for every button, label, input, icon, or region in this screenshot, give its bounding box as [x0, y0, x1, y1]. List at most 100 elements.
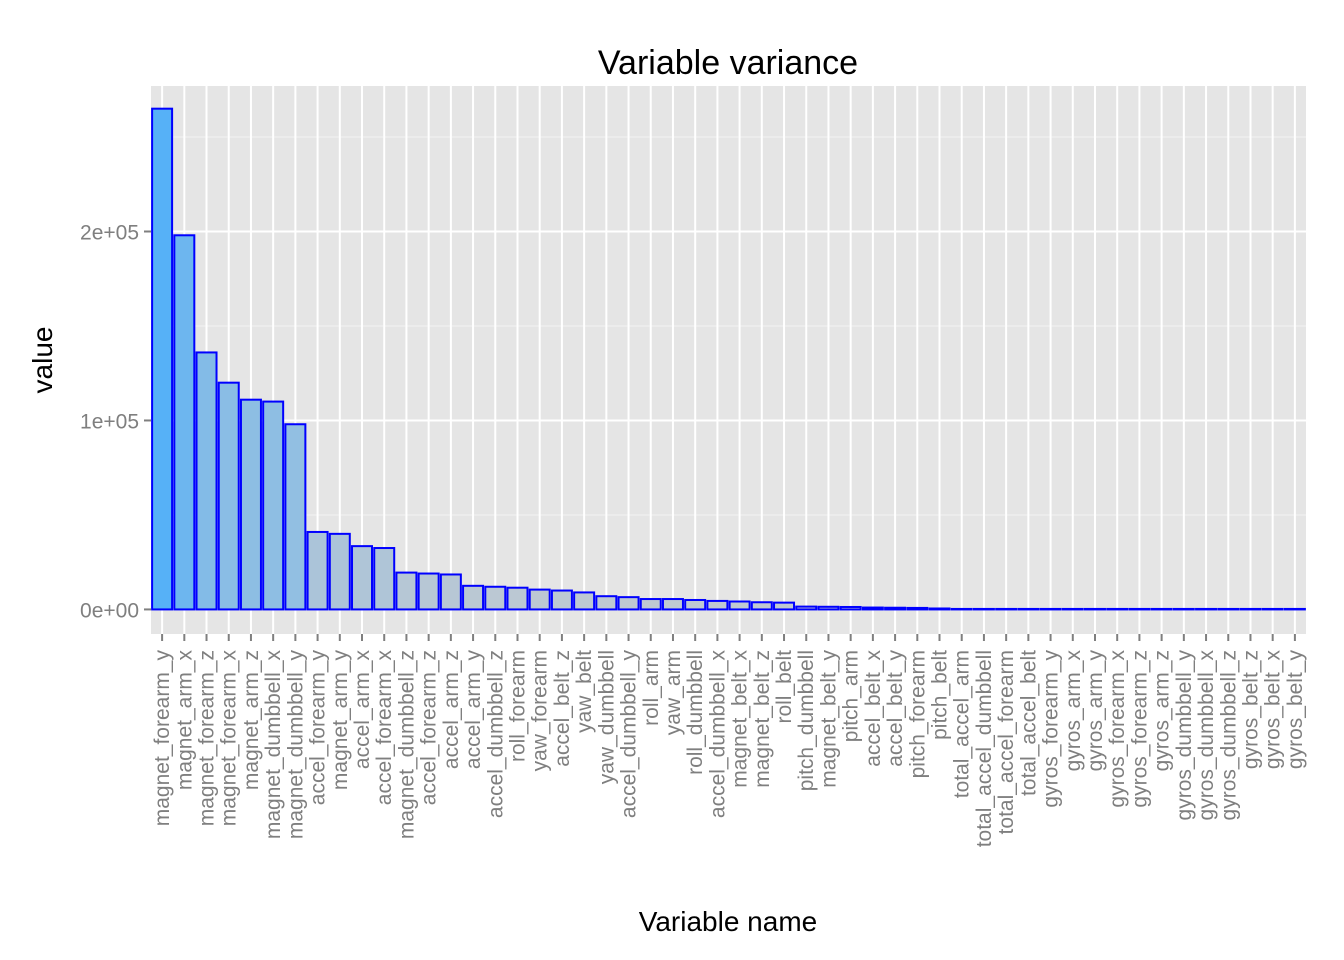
y-axis: 0e+00 1e+05 2e+05	[80, 222, 151, 622]
bar-gyros-forearm-z	[1128, 607, 1151, 611]
bar-gyros-forearm-y	[1039, 607, 1062, 611]
x-tick-label: yaw_forearm	[529, 650, 552, 771]
x-tick-label: accel_belt_x	[862, 650, 885, 767]
bar-accel-forearm-z	[417, 572, 440, 611]
bar-roll-forearm	[506, 586, 529, 611]
bar-pitch-forearm	[906, 606, 929, 611]
x-tick-label: yaw_belt	[573, 650, 596, 733]
bar-yaw-arm	[661, 598, 684, 611]
bar-accel-belt-z	[550, 589, 573, 611]
bar-gyros-dumbbell-z	[1217, 607, 1240, 611]
bar-accel-arm-x	[351, 545, 374, 611]
bar-magnet-forearm-z	[195, 351, 218, 611]
bar-accel-dumbbell-x	[706, 599, 729, 611]
x-tick-label: gyros_dumbbell_y	[1173, 650, 1196, 821]
bar-roll-belt	[773, 601, 796, 611]
x-tick-label: gyros_arm_x	[1062, 650, 1085, 772]
x-tick-label: magnet_dumbbell_x	[262, 650, 285, 840]
x-tick-label: accel_arm_y	[462, 650, 485, 770]
y-tick-label: 1e+05	[80, 410, 139, 433]
bar-accel-arm-y	[462, 584, 485, 611]
x-tick-label: accel_belt_y	[884, 650, 907, 767]
x-tick-label: accel_arm_z	[440, 650, 463, 769]
bar-accel-arm-z	[439, 573, 462, 611]
x-tick-label: magnet_forearm_y	[151, 650, 174, 827]
x-tick-label: pitch_dumbbell	[795, 650, 818, 791]
x-axis-title: Variable name	[639, 906, 817, 937]
bar-accel-forearm-y	[306, 530, 329, 611]
bar-magnet-belt-x	[728, 600, 751, 611]
x-tick-label: pitch_arm	[840, 650, 863, 742]
bar-total-accel-belt	[1017, 607, 1040, 611]
bar-total-accel-dumbbell	[972, 607, 995, 611]
x-tick-label: accel_forearm_z	[418, 650, 441, 805]
x-tick-label: gyros_belt_z	[1239, 650, 1262, 769]
x-tick-label: yaw_dumbbell	[595, 650, 618, 784]
x-tick-label: accel_dumbbell_z	[484, 650, 507, 818]
x-tick-label: roll_dumbbell	[684, 650, 707, 775]
bar-gyros-forearm-x	[1106, 607, 1129, 611]
bar-magnet-arm-x	[173, 234, 196, 611]
x-tick-label: gyros_belt_y	[1284, 650, 1307, 770]
bar-magnet-belt-y	[817, 605, 840, 611]
x-tick-label: accel_forearm_y	[307, 650, 330, 806]
bar-pitch-belt	[928, 607, 951, 611]
x-axis: magnet_forearm_y magnet_arm_x magnet_forea…	[151, 634, 1307, 847]
x-tick-label: magnet_belt_z	[751, 650, 774, 788]
x-tick-label: magnet_belt_y	[817, 650, 840, 788]
x-tick-label: magnet_arm_z	[240, 650, 263, 790]
bar-roll-arm	[639, 598, 662, 611]
bar-magnet-dumbbell-z	[395, 571, 418, 611]
bar-gyros-arm-x	[1061, 607, 1084, 611]
x-tick-label: gyros_forearm_z	[1128, 650, 1151, 808]
bar-gyros-belt-z	[1239, 607, 1262, 611]
bar-accel-dumbbell-y	[617, 596, 640, 611]
bar-accel-belt-x	[861, 606, 884, 611]
x-tick-label: roll_forearm	[506, 650, 529, 762]
bar-gyros-dumbbell-x	[1195, 607, 1218, 611]
bar-gyros-arm-z	[1150, 607, 1173, 611]
bar-magnet-arm-y	[328, 532, 351, 611]
bar-magnet-belt-z	[750, 601, 773, 611]
bar-total-accel-forearm	[995, 607, 1018, 611]
bar-gyros-dumbbell-y	[1172, 607, 1195, 611]
x-tick-label: accel_belt_z	[551, 650, 574, 767]
y-tick-label: 2e+05	[80, 222, 139, 245]
bar-accel-belt-y	[884, 606, 907, 611]
x-tick-label: accel_dumbbell_x	[706, 650, 729, 819]
bar-yaw-dumbbell	[595, 595, 618, 611]
bar-gyros-belt-y	[1283, 607, 1306, 611]
bar-pitch-dumbbell	[795, 605, 818, 611]
x-tick-label: total_accel_arm	[951, 650, 974, 798]
bar-magnet-dumbbell-x	[262, 400, 285, 611]
bar-magnet-arm-z	[239, 398, 262, 611]
chart-title: Variable variance	[598, 44, 858, 82]
x-tick-label: gyros_arm_y	[1084, 650, 1107, 772]
x-tick-label: accel_forearm_x	[373, 650, 396, 806]
x-tick-label: gyros_forearm_x	[1106, 650, 1129, 808]
x-tick-label: magnet_arm_x	[173, 650, 196, 791]
x-tick-label: total_accel_dumbbell	[973, 650, 996, 847]
bar-pitch-arm	[839, 605, 862, 611]
bar-accel-forearm-x	[373, 547, 396, 611]
x-tick-label: gyros_dumbbell_z	[1217, 650, 1240, 820]
x-tick-label: magnet_forearm_x	[218, 650, 241, 827]
bar-roll-dumbbell	[684, 598, 707, 611]
x-tick-label: magnet_forearm_z	[196, 650, 219, 826]
x-tick-label: gyros_dumbbell_x	[1195, 650, 1218, 821]
x-tick-label: yaw_arm	[662, 650, 685, 735]
bar-magnet-forearm-x	[217, 381, 240, 611]
bars	[151, 107, 1306, 611]
x-tick-label: roll_arm	[640, 650, 663, 726]
x-tick-label: accel_dumbbell_y	[618, 650, 641, 819]
x-tick-label: roll_belt	[773, 650, 796, 724]
bar-magnet-dumbbell-y	[284, 423, 307, 611]
bar-magnet-forearm-y	[151, 107, 174, 611]
x-tick-label: gyros_belt_x	[1262, 650, 1285, 770]
x-tick-label: total_accel_forearm	[995, 650, 1018, 834]
y-axis-title: value	[27, 327, 58, 394]
x-tick-label: pitch_belt	[929, 650, 952, 740]
x-tick-label: magnet_arm_y	[329, 650, 352, 791]
x-tick-label: magnet_belt_x	[729, 650, 752, 788]
